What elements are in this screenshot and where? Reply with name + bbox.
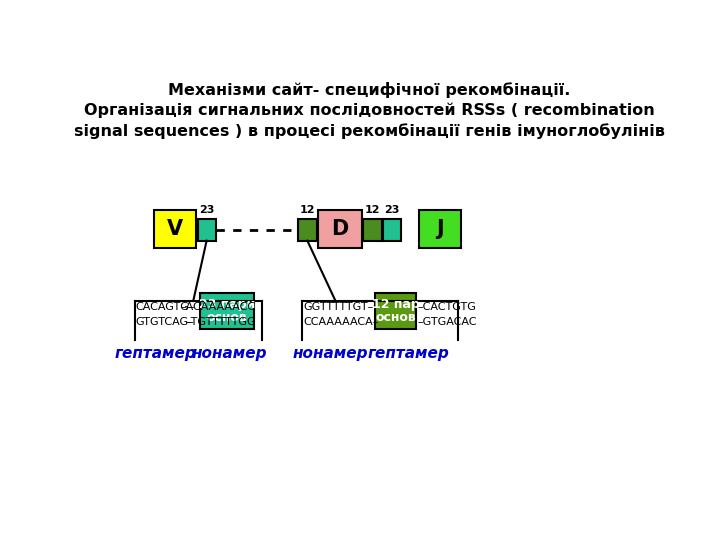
Text: GTGTCAG–: GTGTCAG– [136,317,194,327]
FancyBboxPatch shape [318,210,362,248]
Text: –TGTTTTTGG: –TGTTTTTGG [185,317,256,327]
Text: CACAGTG–: CACAGTG– [136,302,195,312]
Text: основ: основ [375,311,416,324]
FancyBboxPatch shape [200,294,254,329]
FancyBboxPatch shape [383,219,401,241]
Text: нонамер: нонамер [292,346,368,361]
Text: V: V [167,219,183,239]
Text: 23: 23 [384,205,400,215]
Text: CCAAAAACA–: CCAAAAACA– [303,317,379,327]
FancyBboxPatch shape [298,219,317,241]
FancyBboxPatch shape [364,219,382,241]
Text: основ: основ [207,311,248,324]
FancyBboxPatch shape [198,219,215,241]
Text: 12 пар: 12 пар [372,299,419,312]
Text: гептамер: гептамер [367,346,449,361]
Text: J: J [436,219,444,239]
Text: –GTGACAC: –GTGACAC [418,317,477,327]
Text: signal sequences ) в процесі рекомбінації генів імуноглобулінів: signal sequences ) в процесі рекомбінаці… [73,124,665,139]
Text: 12: 12 [365,205,380,215]
Text: нонамер: нонамер [192,346,267,361]
Text: Організація сигнальних послідовностей RSSs ( recombination: Організація сигнальних послідовностей RS… [84,103,654,118]
Text: D: D [331,219,348,239]
Text: 12: 12 [300,205,315,215]
Text: гептамер: гептамер [115,346,197,361]
Text: 23 пари: 23 пари [199,299,256,312]
FancyBboxPatch shape [419,210,461,248]
Text: 23: 23 [199,205,215,215]
Text: Механізми сайт- специфічної рекомбінації.: Механізми сайт- специфічної рекомбінації… [168,82,570,98]
Text: GGTTTTTGT–: GGTTTTTGT– [303,302,374,312]
FancyBboxPatch shape [154,210,196,248]
FancyBboxPatch shape [374,294,416,329]
Text: –CACTGTG: –CACTGTG [418,302,477,312]
Text: –ACAAAAACC: –ACAAAAACC [181,302,256,312]
